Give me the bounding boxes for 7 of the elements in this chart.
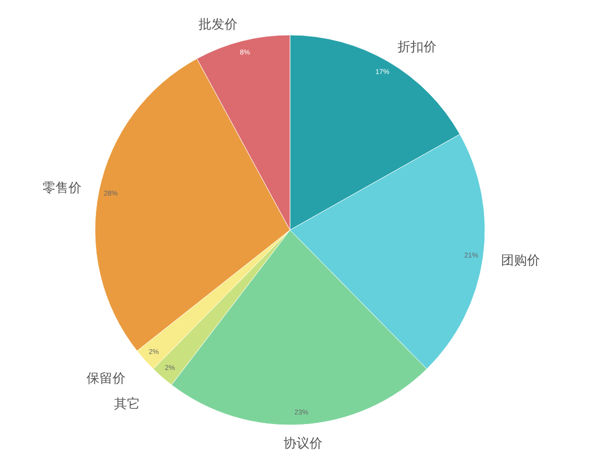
slice-label: 批发价 (198, 18, 238, 33)
slice-label: 保留价 (86, 372, 126, 387)
slice-label: 协议价 (284, 436, 323, 452)
slice-label: 其它 (114, 396, 140, 412)
slice-label: 零售价 (42, 181, 82, 196)
slice-label: 团购价 (500, 254, 540, 269)
slice-label: 折扣价 (397, 40, 436, 56)
